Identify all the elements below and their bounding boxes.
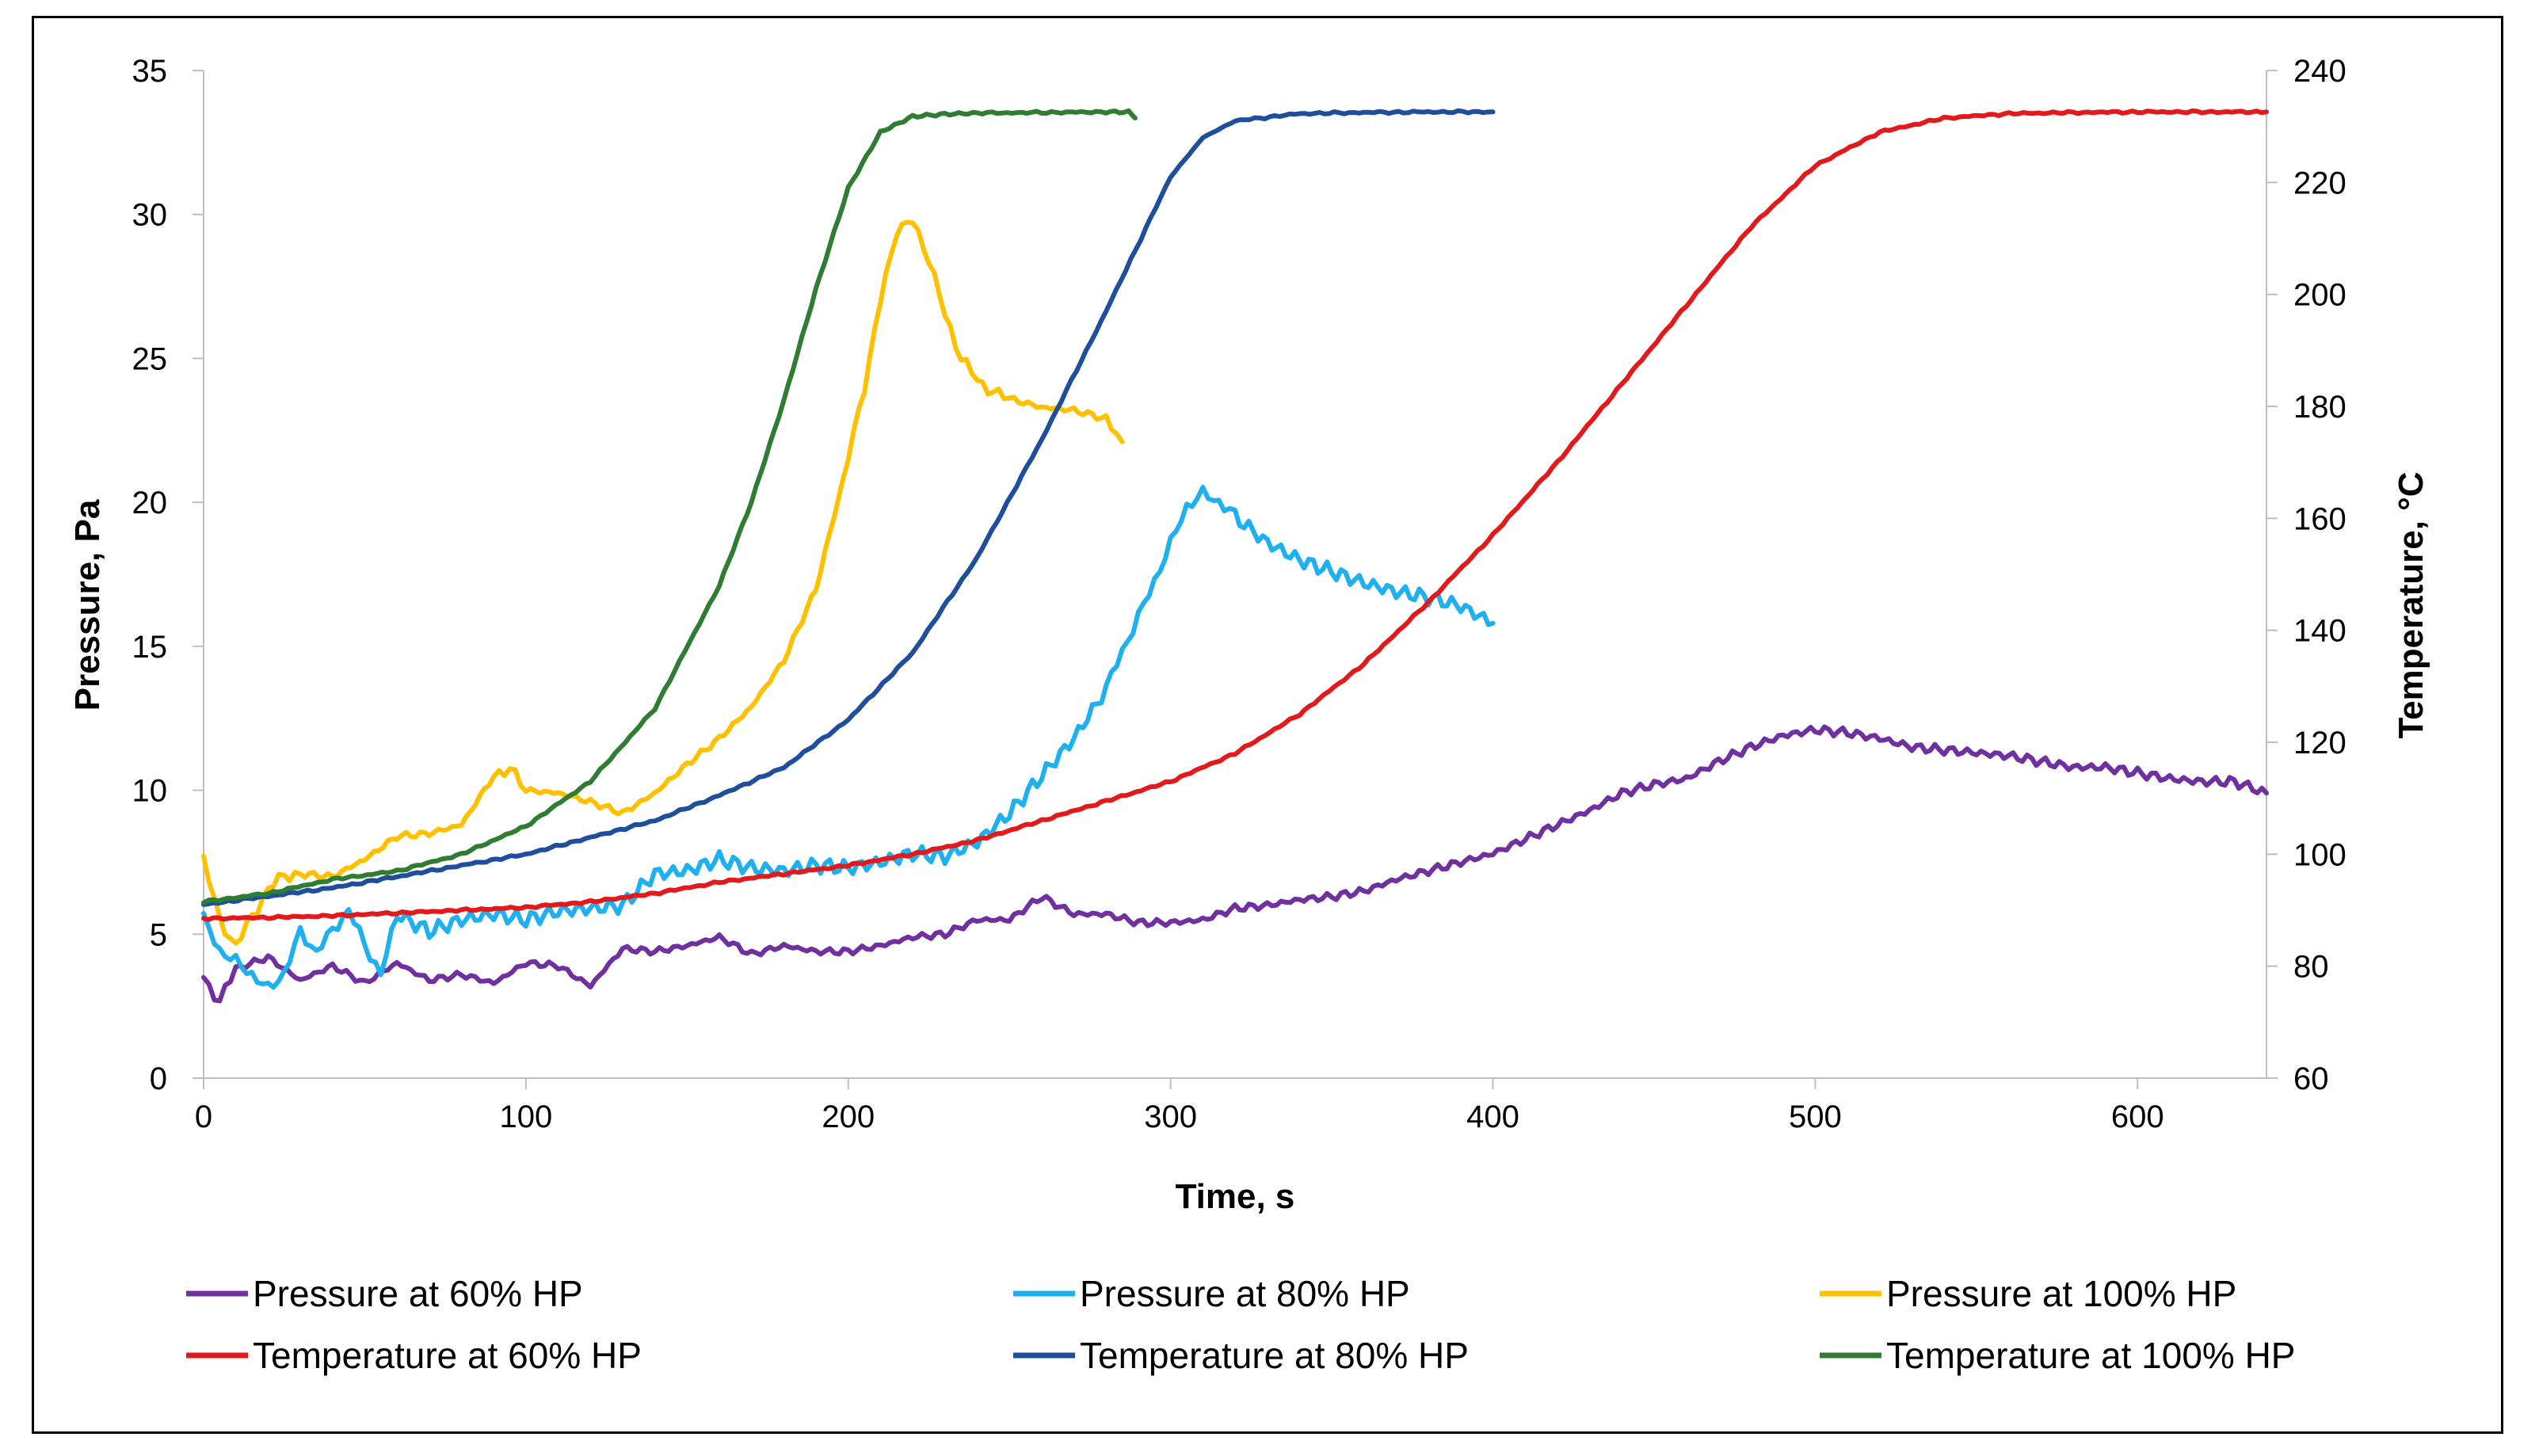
x-tick-label: 0 <box>195 1100 212 1134</box>
series-line-pressure-at-60pct-hp <box>201 724 2269 1004</box>
x-tick-label: 500 <box>1789 1100 1842 1134</box>
series-line-pressure-at-100pct-hp <box>201 219 1125 946</box>
y-tick-label: 30 <box>132 198 168 233</box>
legend-label-temperature-at-80pct-hp: Temperature at 80% HP <box>1080 1335 1469 1376</box>
y2-axis-title: Temperature, °C <box>2392 471 2430 738</box>
y-tick-label: 25 <box>132 341 168 376</box>
series-line-pressure-at-80pct-hp <box>201 485 1496 990</box>
axes: 0 100 200 300 400 500 600 0 5 10 15 20 25 30 35 60 80 100… <box>132 54 2346 1134</box>
y-axis-title: Pressure, Pa <box>68 499 107 711</box>
chart-frame: 0 100 200 300 400 500 600 0 5 10 15 20 25 30 35 60 80 100… <box>32 16 2503 1434</box>
y-tick-label: 15 <box>132 630 168 665</box>
series-line-temperature-at-60pct-hp <box>201 108 2269 922</box>
legend: Pressure at 60% HP Pressure at 80% HP Pres… <box>186 1273 2296 1376</box>
legend-label-pressure-at-80pct-hp: Pressure at 80% HP <box>1080 1273 1410 1314</box>
x-tick-label: 300 <box>1144 1100 1197 1134</box>
series-line-temperature-at-100pct-hp <box>201 108 1138 905</box>
y2-tick-label: 180 <box>2293 390 2346 425</box>
y2-tick-label: 160 <box>2293 501 2346 536</box>
legend-label-pressure-at-60pct-hp: Pressure at 60% HP <box>253 1273 583 1314</box>
x-tick-label: 100 <box>500 1100 553 1134</box>
y2-tick-label: 220 <box>2293 166 2346 200</box>
y2-tick-label: 140 <box>2293 614 2346 649</box>
line-chart: 0 100 200 300 400 500 600 0 5 10 15 20 25 30 35 60 80 100… <box>68 54 2430 1376</box>
y2-tick-label: 100 <box>2293 837 2346 872</box>
y-tick-label: 35 <box>132 54 168 89</box>
y-tick-label: 20 <box>132 486 168 520</box>
x-tick-label: 200 <box>822 1100 875 1134</box>
legend-label-temperature-at-100pct-hp: Temperature at 100% HP <box>1886 1335 2296 1376</box>
y-tick-label: 0 <box>150 1062 167 1096</box>
y2-tick-label: 200 <box>2293 278 2346 313</box>
legend-label-temperature-at-60pct-hp: Temperature at 60% HP <box>253 1335 642 1376</box>
y2-tick-label: 240 <box>2293 54 2346 89</box>
y-tick-label: 5 <box>150 917 167 952</box>
x-tick-label: 400 <box>1466 1100 1519 1134</box>
series-layer <box>201 108 2269 1004</box>
legend-label-pressure-at-100pct-hp: Pressure at 100% HP <box>1886 1273 2236 1314</box>
x-tick-label: 600 <box>2111 1100 2164 1134</box>
y2-tick-label: 120 <box>2293 726 2346 760</box>
y-tick-label: 10 <box>132 774 168 809</box>
y2-tick-label: 80 <box>2293 950 2329 985</box>
y2-tick-label: 60 <box>2293 1062 2329 1096</box>
series-line-temperature-at-80pct-hp <box>201 108 1496 907</box>
x-axis-title: Time, s <box>1176 1177 1295 1216</box>
